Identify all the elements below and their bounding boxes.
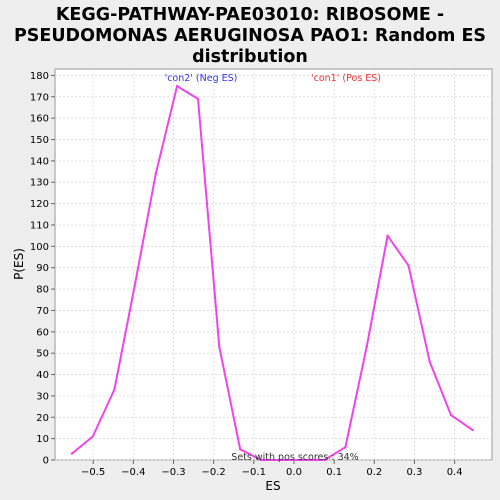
x-tick-label: 0.1 (326, 467, 342, 478)
data-point (449, 413, 453, 417)
y-tick-label: 120 (30, 199, 49, 210)
y-tick-label: 180 (30, 71, 49, 82)
y-tick-label: 50 (36, 349, 49, 360)
data-point (365, 345, 368, 348)
legend-neg-es: 'con2' (Neg ES) (165, 73, 238, 84)
x-tick-label: −0.5 (81, 467, 105, 478)
data-point (344, 445, 347, 449)
y-tick-label: 20 (36, 413, 49, 424)
x-tick-label: 0.4 (447, 467, 463, 478)
y-tick-label: 130 (30, 178, 49, 189)
y-axis-ticks: 0 10 20 30 40 50 60 70 80 90 100 110 120 130 140 150 160… (30, 71, 55, 467)
y-tick-label: 140 (30, 156, 49, 167)
data-point (113, 388, 116, 391)
y-tick-label: 100 (30, 242, 49, 253)
x-tick-label: 0.3 (407, 467, 423, 478)
data-point (323, 458, 326, 462)
data-point (259, 458, 263, 462)
data-point (238, 448, 242, 451)
title-line-1: KEGG-PATHWAY-PAE03010: RIBOSOME - (56, 5, 444, 25)
y-axis-label: P(ES) (12, 248, 26, 280)
title-line-3: distribution (192, 47, 308, 67)
y-tick-label: 80 (36, 285, 49, 296)
y-tick-label: 40 (36, 370, 49, 381)
y-tick-label: 60 (36, 327, 49, 338)
data-point (302, 458, 305, 462)
y-tick-label: 10 (36, 434, 49, 445)
x-tick-label: −0.3 (161, 467, 185, 478)
y-tick-label: 30 (36, 391, 49, 402)
data-point (154, 172, 158, 175)
data-point (281, 458, 284, 462)
y-tick-label: 150 (30, 135, 49, 146)
data-point (407, 264, 410, 267)
x-tick-label: −0.1 (242, 467, 266, 478)
data-point (91, 435, 94, 438)
x-axis-label: ES (265, 479, 280, 493)
y-tick-label: 0 (43, 456, 49, 467)
pos-score-annotation: Sets with pos scores : 34% (231, 452, 358, 463)
data-point (70, 452, 74, 455)
grid-lines (55, 69, 492, 461)
x-tick-label: 0.0 (286, 467, 302, 478)
data-point (386, 234, 389, 237)
legend-pos-es: 'con1' (Pos ES) (311, 73, 381, 84)
data-point (218, 345, 221, 348)
data-point (134, 281, 137, 284)
chart-title: KEGG-PATHWAY-PAE03010: RIBOSOME - PSEUDO… (14, 5, 486, 67)
data-point (428, 360, 431, 363)
data-point (175, 84, 179, 88)
plot-area (54, 68, 493, 461)
series-line (71, 85, 474, 461)
x-tick-label: 0.2 (366, 467, 382, 478)
title-line-2: PSEUDOMONAS AERUGINOSA PAO1: Random ES (14, 26, 486, 46)
y-tick-label: 110 (30, 220, 49, 231)
x-tick-label: −0.2 (202, 467, 226, 478)
x-axis-ticks: −0.5 −0.4 −0.3 −0.2 −0.1 0.0 0.1 0.2 0.3 0.4 (81, 460, 463, 478)
y-tick-label: 170 (30, 92, 49, 103)
data-point (471, 428, 474, 432)
x-tick-label: −0.4 (121, 467, 145, 478)
series-group (70, 84, 474, 462)
data-point (196, 97, 200, 101)
y-tick-label: 160 (30, 114, 49, 125)
y-tick-label: 90 (36, 263, 49, 274)
y-tick-label: 70 (36, 306, 49, 317)
